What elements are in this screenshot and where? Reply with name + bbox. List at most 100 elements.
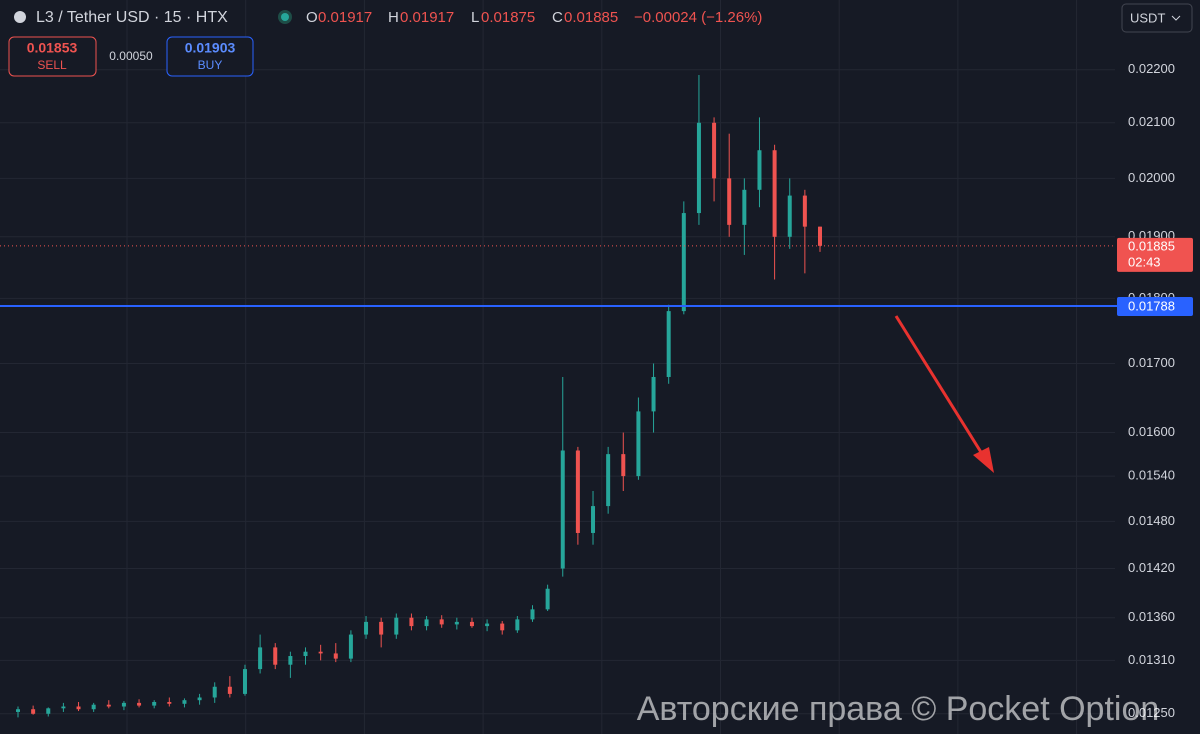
last-price-box bbox=[1117, 237, 1193, 272]
candle-body bbox=[333, 653, 338, 659]
candle-body bbox=[137, 702, 142, 706]
buy-price[interactable]: 0.01903 bbox=[185, 40, 236, 56]
candle-body bbox=[76, 706, 81, 710]
candle-body bbox=[666, 311, 671, 377]
o-value: 0.01917 bbox=[318, 9, 372, 26]
c-label: C bbox=[552, 9, 563, 26]
arrow-head bbox=[973, 447, 994, 473]
l-label: L bbox=[471, 9, 479, 26]
candle-body bbox=[394, 617, 399, 635]
candle-body bbox=[454, 621, 459, 625]
candle-body bbox=[31, 709, 36, 714]
symbol: L3 / Tether USD · 15 · HTX bbox=[36, 9, 228, 26]
candle-body bbox=[818, 226, 822, 246]
candle-body bbox=[591, 506, 596, 533]
candle-body bbox=[16, 709, 20, 712]
candle-body bbox=[227, 686, 232, 694]
candle-body bbox=[757, 150, 762, 190]
sell-label[interactable]: SELL bbox=[37, 58, 67, 72]
candle-body bbox=[242, 669, 247, 694]
sell-button[interactable] bbox=[8, 36, 97, 77]
y-tick-label: 0.01310 bbox=[1128, 652, 1175, 667]
candle-body bbox=[787, 195, 792, 237]
y-tick-label: 0.01250 bbox=[1128, 705, 1175, 720]
candle-body bbox=[273, 647, 278, 665]
candle-body bbox=[802, 195, 807, 227]
price-line-label: 0.01788 bbox=[1128, 298, 1175, 313]
countdown: 02:43 bbox=[1128, 254, 1161, 269]
candle-body bbox=[439, 619, 444, 625]
candle-body bbox=[742, 189, 747, 225]
logo bbox=[14, 11, 26, 23]
candle-body bbox=[696, 122, 701, 214]
l-value: 0.01875 bbox=[481, 9, 535, 26]
candle-body bbox=[182, 700, 187, 704]
c-value: 0.01885 bbox=[564, 9, 618, 26]
h-value: 0.01917 bbox=[400, 9, 454, 26]
y-tick-label: 0.02000 bbox=[1128, 170, 1175, 185]
spread: 0.00050 bbox=[109, 49, 153, 63]
candle-body bbox=[258, 647, 263, 670]
y-tick-label: 0.01420 bbox=[1128, 560, 1175, 575]
candle-body bbox=[560, 450, 565, 569]
arrow-shaft bbox=[894, 315, 986, 458]
last-price-label: 0.01885 bbox=[1128, 238, 1175, 253]
y-tick-label: 0.02200 bbox=[1128, 61, 1175, 76]
currency-label[interactable]: USDT bbox=[1130, 10, 1165, 25]
sell-price[interactable]: 0.01853 bbox=[27, 40, 78, 56]
y-tick-label: 0.01540 bbox=[1128, 468, 1175, 483]
candle-body bbox=[500, 623, 505, 631]
candle-body bbox=[318, 651, 323, 654]
candle-body bbox=[469, 621, 474, 627]
candle-body bbox=[424, 619, 429, 627]
candle-body bbox=[364, 621, 369, 635]
y-tick-label: 0.01700 bbox=[1128, 355, 1175, 370]
y-tick-label: 0.01480 bbox=[1128, 513, 1175, 528]
candle-body bbox=[46, 708, 51, 714]
y-tick-label: 0.01360 bbox=[1128, 609, 1175, 624]
candle-body bbox=[197, 697, 202, 701]
status-dot bbox=[281, 13, 289, 21]
candle-body bbox=[409, 617, 414, 627]
candle-body bbox=[91, 704, 96, 710]
candle-body bbox=[303, 651, 308, 657]
currency-button[interactable] bbox=[1121, 3, 1193, 33]
candle-body bbox=[636, 411, 641, 477]
price-line-box bbox=[1117, 297, 1193, 317]
candle-body bbox=[681, 213, 686, 312]
candle-body bbox=[288, 656, 293, 665]
y-tick-label: 0.02100 bbox=[1128, 114, 1175, 129]
y-tick-label: 0.01600 bbox=[1128, 424, 1175, 439]
candle-body bbox=[712, 122, 717, 179]
candle-body bbox=[530, 609, 535, 620]
candle-body bbox=[167, 701, 172, 704]
candle-body bbox=[621, 454, 626, 477]
candle-body bbox=[348, 634, 353, 659]
candle-body bbox=[515, 619, 520, 631]
candle-body bbox=[152, 701, 157, 706]
candle-body bbox=[379, 621, 384, 635]
candle-body bbox=[772, 150, 777, 237]
candle-body bbox=[106, 704, 111, 707]
candle-body bbox=[212, 686, 217, 698]
watermark: Авторские права © Pocket Option bbox=[637, 690, 1160, 728]
header: L3 / Tether USD · 15 · HTX O 0.01917 H 0… bbox=[8, 3, 1193, 77]
h-label: H bbox=[388, 9, 399, 26]
candle-body bbox=[606, 454, 611, 507]
change: −0.00024 (−1.26%) bbox=[634, 9, 762, 26]
candle-body bbox=[61, 706, 66, 709]
candle-body bbox=[485, 623, 490, 627]
currency-caret bbox=[1171, 15, 1181, 21]
arrow-annotation bbox=[894, 315, 994, 473]
candle-body bbox=[575, 450, 580, 533]
buy-label[interactable]: BUY bbox=[198, 58, 223, 72]
candle-body bbox=[651, 376, 656, 412]
candle-body bbox=[727, 178, 732, 225]
candle-body bbox=[121, 702, 126, 707]
candle-body bbox=[545, 588, 550, 610]
buy-button[interactable] bbox=[166, 36, 254, 77]
o-label: O bbox=[306, 9, 318, 26]
